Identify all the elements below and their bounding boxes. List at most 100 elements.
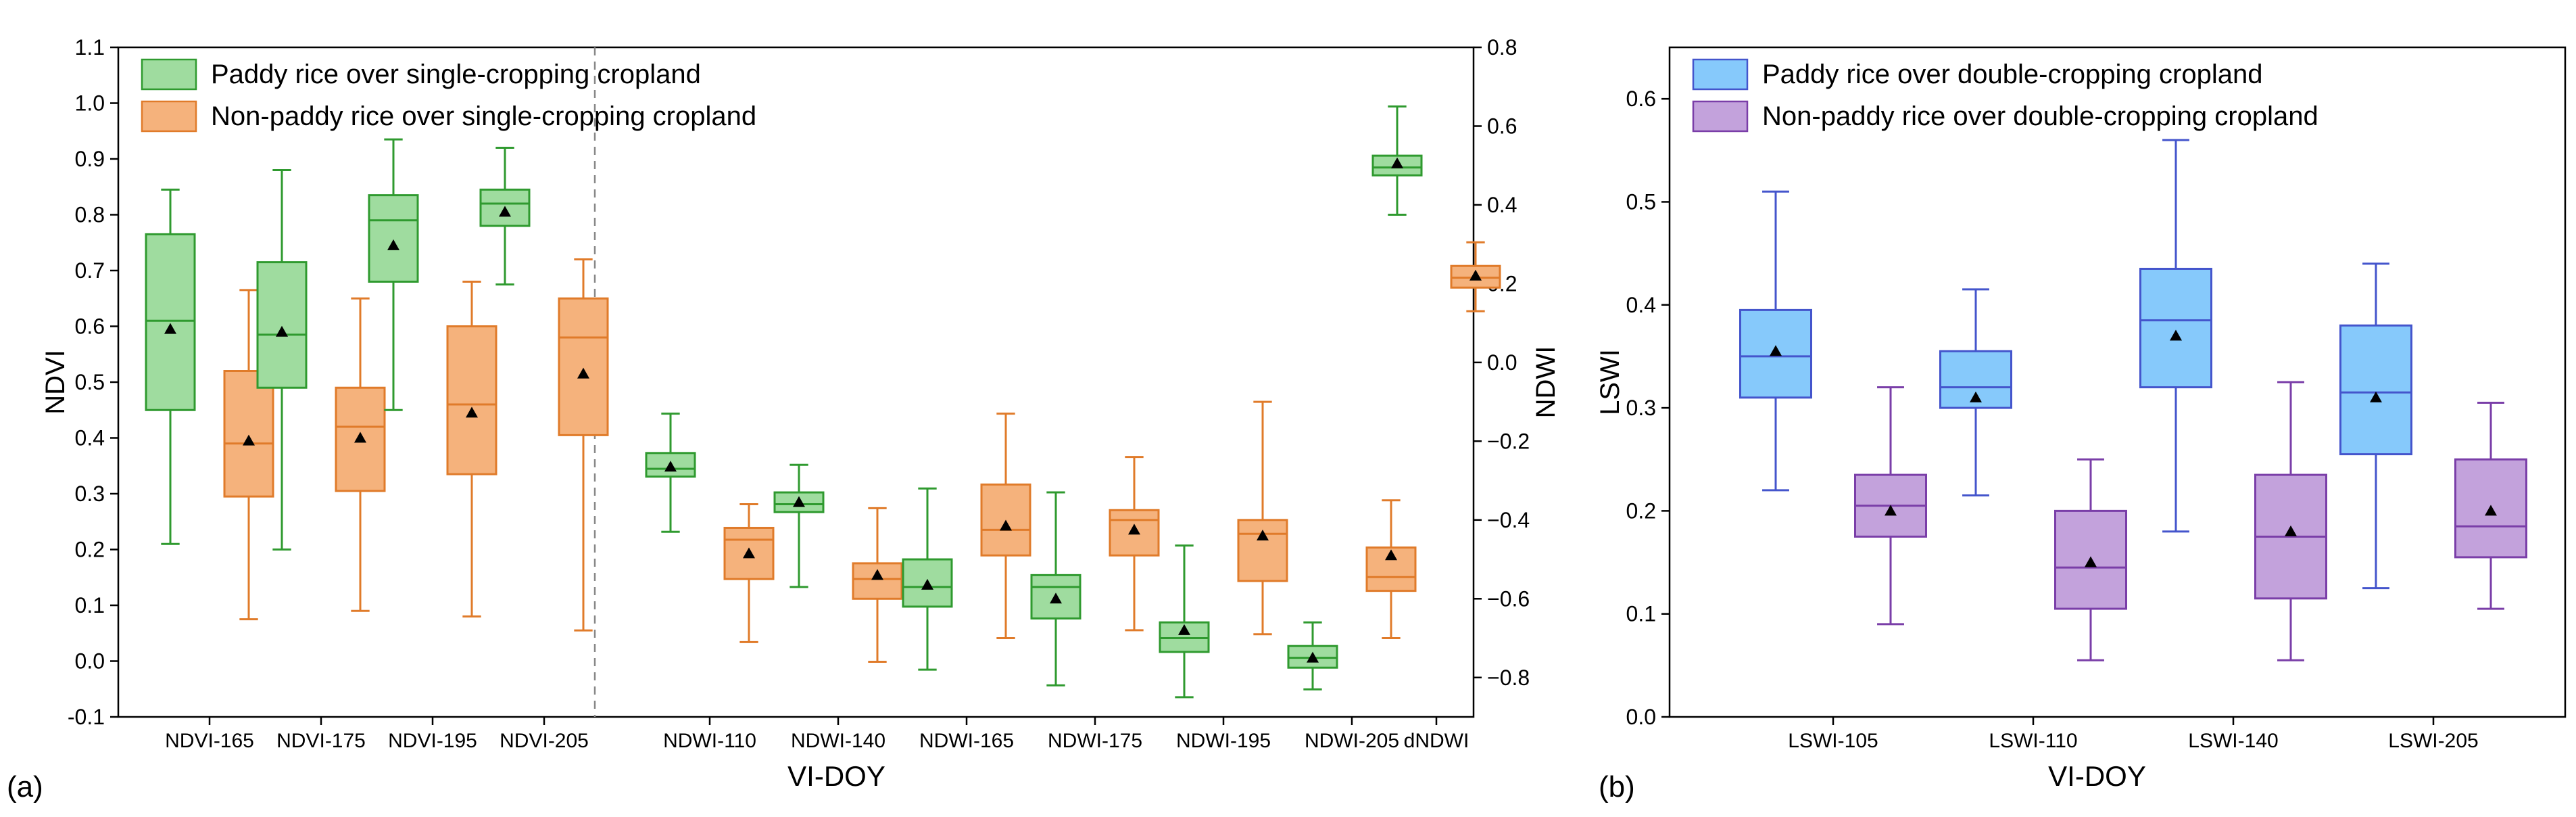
mean-marker bbox=[1970, 391, 1982, 402]
legend-label: Paddy rice over double-cropping cropland bbox=[1762, 60, 2262, 89]
ytick-label-left: 0.7 bbox=[75, 258, 105, 283]
mean-marker bbox=[1128, 523, 1140, 535]
box-iqr bbox=[2139, 267, 2212, 389]
ytick-label-right: 0.6 bbox=[1487, 114, 1517, 138]
box-nonpaddy bbox=[1237, 400, 1288, 636]
ytick-label-right: −0.2 bbox=[1487, 429, 1530, 453]
box-paddy bbox=[773, 463, 825, 588]
box-paddy-double bbox=[2139, 139, 2212, 533]
legend-label: Paddy rice over single-cropping cropland bbox=[211, 60, 701, 89]
legend-label: Non-paddy rice over double-cropping crop… bbox=[1762, 101, 2318, 131]
box-iqr bbox=[446, 325, 497, 475]
box-nonpaddy bbox=[558, 258, 609, 632]
box-nonpaddy-double bbox=[1854, 386, 1927, 626]
ytick-label: 0.3 bbox=[1626, 396, 1656, 420]
mean-marker bbox=[793, 496, 805, 507]
xtick-label: NDWI-165 bbox=[919, 730, 1014, 752]
legend-swatch bbox=[141, 58, 197, 91]
mean-marker bbox=[2485, 505, 2497, 516]
xtick-label: NDVI-195 bbox=[388, 730, 477, 752]
ytick-label-right: −0.6 bbox=[1487, 586, 1530, 611]
box-nonpaddy-double bbox=[2454, 401, 2527, 610]
plot-frame-a bbox=[117, 46, 1475, 718]
ytick-label: 0.1 bbox=[1626, 602, 1656, 626]
panel-b: 0.0 0.1 0.2 0.3 0.4 0.5 0.6 LSWI VI-DOY (b) LSWI-1… bbox=[1595, 46, 2567, 803]
box-nonpaddy bbox=[1450, 241, 1501, 312]
mean-marker bbox=[664, 461, 677, 472]
mean-marker bbox=[1885, 505, 1897, 516]
ytick-label-right: 0.0 bbox=[1487, 350, 1517, 375]
plot-frame-b bbox=[1668, 46, 2567, 718]
xtick-label: LSWI-140 bbox=[2188, 730, 2278, 752]
xtick-label: LSWI-110 bbox=[1989, 730, 2077, 752]
mean-marker bbox=[164, 323, 176, 334]
box-nonpaddy bbox=[335, 297, 386, 612]
box-paddy bbox=[145, 188, 196, 545]
mean-marker bbox=[499, 206, 511, 217]
legend-label: Non-paddy rice over single-cropping crop… bbox=[211, 101, 756, 131]
ytick-label: 0.5 bbox=[1626, 189, 1656, 214]
ytick-label-left: 0.6 bbox=[75, 314, 105, 339]
ytick-label-left: 0.0 bbox=[75, 649, 105, 674]
mean-marker bbox=[466, 406, 478, 418]
panel-label-a: (a) bbox=[7, 770, 43, 803]
mean-marker bbox=[577, 367, 589, 379]
xtick-label: dNDWI bbox=[1404, 730, 1469, 752]
mean-marker bbox=[2170, 329, 2182, 341]
xtick-label: NDVI-165 bbox=[165, 730, 254, 752]
box-paddy-double bbox=[2339, 262, 2412, 590]
box-nonpaddy bbox=[223, 289, 274, 621]
ytick-label-right: 0.4 bbox=[1487, 193, 1517, 217]
box-paddy bbox=[479, 147, 531, 286]
mean-marker bbox=[1307, 651, 1319, 663]
ytick-label-right: −0.4 bbox=[1487, 508, 1530, 532]
box-nonpaddy bbox=[852, 507, 903, 663]
ytick-label-left: 0.9 bbox=[75, 147, 105, 171]
legend-swatch bbox=[141, 100, 197, 133]
ylabel-b: LSWI bbox=[1595, 349, 1625, 415]
panel-label-b: (b) bbox=[1599, 770, 1635, 803]
mean-marker bbox=[1385, 549, 1397, 561]
mean-marker bbox=[1391, 157, 1403, 168]
mean-marker bbox=[2085, 556, 2097, 567]
box-nonpaddy bbox=[1109, 456, 1160, 632]
mean-marker bbox=[1178, 624, 1190, 635]
ytick-label-left: 0.5 bbox=[75, 370, 105, 394]
mean-marker bbox=[2370, 391, 2382, 402]
ytick-label-left: 0.4 bbox=[75, 426, 105, 450]
xtick-label: NDWI-205 bbox=[1305, 730, 1399, 752]
box-paddy bbox=[1030, 491, 1082, 686]
ytick-label-left: 1.0 bbox=[75, 91, 105, 116]
ytick-label-left: 0.2 bbox=[75, 538, 105, 562]
mean-marker bbox=[921, 578, 933, 590]
box-paddy bbox=[902, 487, 953, 671]
box-paddy bbox=[645, 413, 696, 533]
box-nonpaddy-double bbox=[2254, 381, 2327, 661]
mean-marker bbox=[2285, 525, 2297, 536]
box-paddy bbox=[256, 169, 308, 551]
mean-marker bbox=[243, 434, 255, 446]
box-paddy bbox=[1371, 105, 1423, 216]
mean-marker bbox=[1770, 345, 1782, 356]
xlabel-a: VI-DOY bbox=[787, 760, 885, 792]
box-iqr bbox=[223, 370, 274, 498]
xtick-label: NDVI-175 bbox=[276, 730, 366, 752]
panel-a: -0.1 0.0 0.1 0.2 0.3 0.4 0.5 0.6 0.7 0.8 0.9 1.0 1.1… bbox=[7, 35, 1561, 803]
box-nonpaddy bbox=[446, 281, 497, 617]
ytick-label-left: 0.1 bbox=[75, 593, 105, 617]
box-paddy bbox=[1159, 544, 1210, 699]
ytick-label-left: 0.3 bbox=[75, 482, 105, 506]
mean-marker bbox=[387, 239, 399, 250]
xtick-label: NDVI-205 bbox=[500, 730, 589, 752]
ylabel-left: NDVI bbox=[41, 350, 70, 415]
box-iqr bbox=[852, 562, 903, 600]
xtick-label: LSWI-105 bbox=[1788, 730, 1878, 752]
ytick-label-right: 0.8 bbox=[1487, 35, 1517, 60]
box-iqr bbox=[2339, 324, 2412, 456]
box-iqr bbox=[558, 297, 609, 436]
ylabel-right: NDWI bbox=[1531, 346, 1561, 419]
mean-marker bbox=[871, 569, 883, 580]
box-nonpaddy bbox=[723, 503, 775, 643]
legend-swatch bbox=[1692, 100, 1749, 133]
